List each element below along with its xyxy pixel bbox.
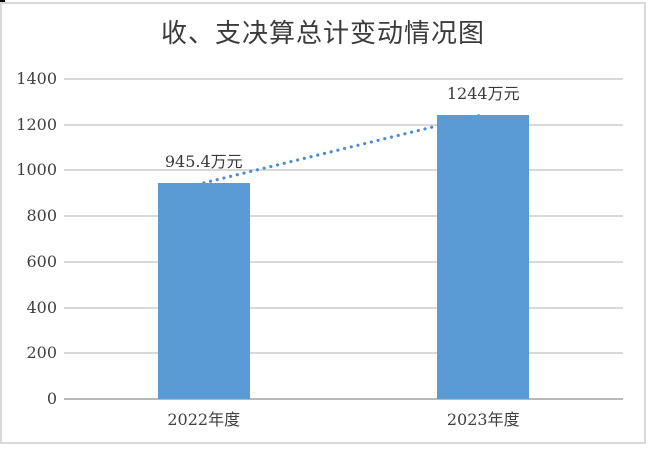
y-axis-tick-label: 1400 [16, 69, 57, 88]
y-axis-tick-label: 600 [26, 251, 57, 271]
chart-title: 收、支决算总计变动情况图 [160, 19, 485, 49]
y-axis-tick-label: 400 [26, 297, 57, 317]
x-axis-category-label: 2023年度 [446, 410, 520, 429]
gridline [64, 306, 623, 309]
bar-data-label: 1244万元 [446, 83, 520, 103]
gridline [64, 260, 623, 263]
bar-2022年度 [157, 182, 250, 399]
y-axis-tick-label: 0 [46, 389, 57, 408]
y-axis-tick-label: 1000 [16, 160, 57, 180]
x-axis-line [64, 398, 623, 400]
gridline [64, 215, 623, 218]
y-axis-tick-label: 1200 [16, 114, 57, 134]
gridline [64, 123, 623, 126]
chart-frame [0, 2, 646, 444]
y-axis-tick-label: 800 [26, 206, 57, 226]
bar-data-label: 945.4万元 [164, 151, 243, 171]
y-axis-tick-label: 200 [26, 343, 57, 363]
gridline [64, 78, 623, 80]
x-axis-category-label: 2022年度 [167, 410, 241, 429]
gridline [64, 352, 623, 355]
bar-2023年度 [437, 114, 530, 399]
